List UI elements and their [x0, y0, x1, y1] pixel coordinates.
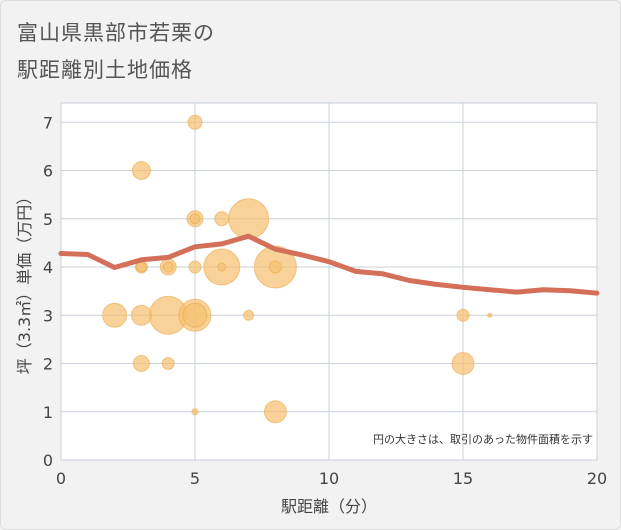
- size-legend-note: 円の大きさは、取引のあった物件面積を示す: [373, 432, 593, 446]
- bubble: [132, 355, 150, 373]
- bubble: [217, 262, 227, 272]
- bubble: [456, 308, 470, 322]
- bubble: [161, 357, 175, 371]
- y-tick-label: 4: [43, 258, 53, 277]
- average-line-layer: [58, 233, 600, 296]
- y-tick-label: 3: [43, 306, 53, 325]
- bubbles: [102, 114, 493, 424]
- bubble: [243, 309, 255, 321]
- x-tick-label: 5: [190, 469, 200, 488]
- x-tick-label: 15: [453, 469, 473, 488]
- y-tick-label: 6: [43, 162, 53, 181]
- y-tick-label: 2: [43, 355, 53, 374]
- chart-title-line-2: 駅距離別土地価格: [17, 58, 193, 82]
- tick-labels: 0 1 2 3 4 5 6 7 0 5 10 15 20: [43, 113, 607, 488]
- grid: [60, 103, 598, 461]
- y-tick-label: 1: [43, 403, 53, 422]
- average-price-line: [58, 233, 600, 296]
- bubble: [189, 213, 201, 225]
- x-tick-label: 0: [56, 469, 66, 488]
- bubble: [268, 260, 282, 274]
- bubble: [451, 352, 475, 376]
- y-axis-title: 坪（3.3㎡）単価（万円）: [15, 189, 34, 374]
- chart-title-line-1: 富山県黒部市若栗の: [17, 21, 215, 45]
- bubble: [131, 161, 151, 181]
- bubble: [182, 302, 208, 328]
- y-tick-label: 7: [43, 113, 53, 132]
- y-tick-label: 5: [43, 210, 53, 229]
- bubble: [162, 261, 174, 273]
- bubble: [188, 260, 202, 274]
- bubble: [487, 312, 493, 318]
- bubble: [263, 400, 287, 424]
- x-axis-title: 駅距離（分）: [281, 497, 377, 516]
- bubble: [214, 211, 230, 227]
- y-tick-label: 0: [43, 451, 53, 470]
- x-tick-label: 20: [587, 469, 607, 488]
- bubble: [228, 198, 270, 240]
- bubble: [130, 304, 152, 326]
- bubble: [102, 302, 128, 328]
- bubble: [191, 408, 199, 416]
- x-tick-label: 10: [319, 469, 339, 488]
- bubble: [187, 114, 203, 130]
- bubble: [135, 261, 147, 273]
